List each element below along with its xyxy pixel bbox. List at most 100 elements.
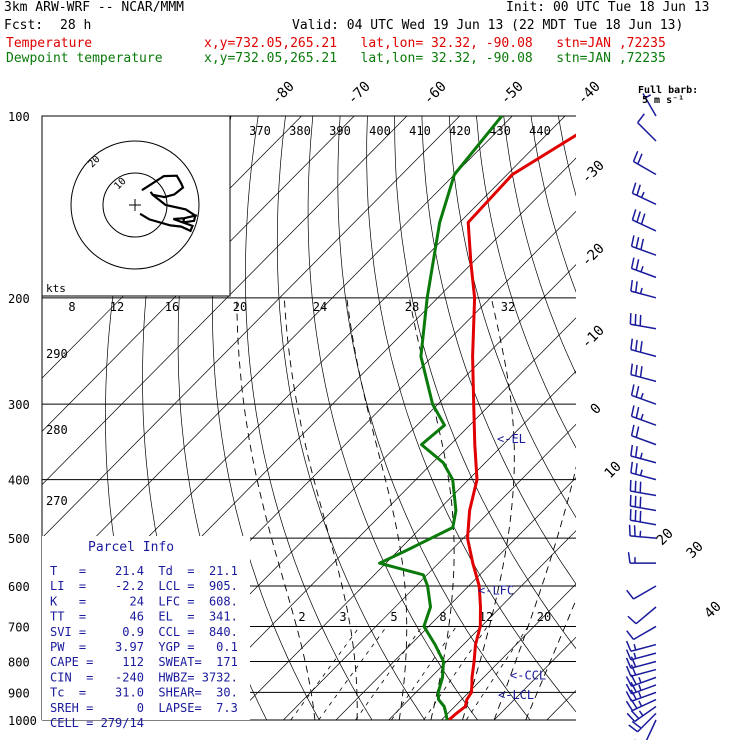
wind-barb bbox=[630, 384, 657, 405]
hodograph-ring bbox=[70, 140, 200, 270]
dry-adiabat-line bbox=[448, 116, 576, 519]
parcel-info-row: CAPE = 112 SWEAT= 171 bbox=[50, 655, 238, 669]
dry-adiabat-line bbox=[276, 116, 426, 720]
isotherm-line bbox=[388, 530, 576, 720]
barb-legend: Full barb: 5 m s⁻¹ bbox=[638, 85, 698, 106]
dry-adiabat-line bbox=[307, 116, 478, 720]
hodograph-trace bbox=[139, 174, 199, 233]
isotherm-line bbox=[283, 423, 576, 720]
theta-label: 280 bbox=[46, 423, 68, 437]
pressure-tick-label: 600 bbox=[8, 580, 30, 594]
dry-adiabat-line bbox=[476, 116, 576, 449]
moist-adiabat-line bbox=[493, 465, 576, 720]
moist-adiabat-line bbox=[525, 598, 576, 720]
barb-legend-value: 5 m s⁻¹ bbox=[642, 95, 684, 106]
mixing-ratio-label: 12 bbox=[479, 610, 493, 624]
wind-barbs bbox=[625, 93, 657, 740]
wind-barb bbox=[629, 494, 657, 512]
parcel-info-row: T = 21.4 Td = 21.1 bbox=[50, 564, 238, 578]
wind-barb bbox=[625, 640, 657, 652]
wind-barb bbox=[631, 182, 657, 205]
wind-barb bbox=[626, 585, 657, 600]
theta-label: 420 bbox=[449, 124, 471, 138]
isotherm-label: 40 bbox=[702, 599, 725, 622]
dry-adiabat-line bbox=[667, 116, 740, 720]
isotherm-line bbox=[42, 116, 460, 539]
level-marker-lcl: <-LCL bbox=[498, 688, 534, 702]
barb-legend-title: Full barb: bbox=[638, 85, 698, 96]
parcel-info-row: Tc = 31.0 SHEAR= 30. bbox=[50, 686, 238, 700]
mixing-ratio-line bbox=[318, 626, 387, 720]
pressure-tick-label: 500 bbox=[8, 532, 30, 546]
mixing-ratio-line bbox=[391, 626, 457, 720]
isotherm-line bbox=[441, 583, 576, 720]
isotherm-label: -40 bbox=[575, 79, 604, 108]
wind-barb bbox=[637, 113, 657, 142]
sounding-series bbox=[378, 116, 576, 720]
isotherm-label: -30 bbox=[579, 158, 608, 187]
isotherm-label: -60 bbox=[421, 79, 450, 108]
isotherm-line bbox=[42, 116, 513, 592]
isotherm-label: 0 bbox=[588, 401, 605, 418]
isotherm-line bbox=[600, 116, 740, 720]
model-title: 3km ARW-WRF -- NCAR/MMM bbox=[4, 0, 185, 15]
dry-adiabat-line bbox=[722, 116, 740, 720]
isotherm-label: -10 bbox=[579, 323, 608, 352]
wind-barb bbox=[625, 689, 657, 702]
dry-adiabat-line bbox=[613, 116, 740, 720]
level-marker-el: <-EL bbox=[497, 432, 526, 446]
wind-barb bbox=[632, 150, 657, 176]
dry-adiabat-line bbox=[212, 116, 320, 720]
pressure-tick-label: 300 bbox=[8, 398, 30, 412]
wind-barb bbox=[625, 681, 657, 695]
isotherm-label: -80 bbox=[269, 79, 298, 108]
pressure-tick-label: 100 bbox=[8, 110, 30, 124]
wind-barb bbox=[630, 444, 657, 464]
level-markers: <-EL <-LFC <-CCL <-LCL bbox=[478, 432, 546, 702]
wind-barb bbox=[630, 257, 657, 279]
wind-barb bbox=[627, 606, 657, 625]
theta-label: 430 bbox=[489, 124, 511, 138]
forecast-label: Fcst: bbox=[4, 18, 44, 33]
isotherm-label: -20 bbox=[579, 241, 608, 270]
wind-barb bbox=[630, 235, 657, 256]
level-marker-ccl: <-CCL bbox=[510, 668, 546, 682]
pressure-tick-label: 1000 bbox=[8, 714, 37, 728]
pressure-tick-label: 200 bbox=[8, 292, 30, 306]
pressure-tick-label: 800 bbox=[8, 655, 30, 669]
mixing-ratio-label: 24 bbox=[313, 300, 327, 314]
dry-adiabat-line bbox=[557, 116, 576, 197]
parcel-info-row: TT = 46 EL = 341. bbox=[50, 610, 238, 624]
theta-label: 380 bbox=[289, 124, 311, 138]
mixing-ratio-label: 5 bbox=[390, 610, 397, 624]
theta-label: 370 bbox=[249, 124, 271, 138]
mixing-ratio-line bbox=[355, 626, 423, 720]
isotherm-label: 30 bbox=[684, 539, 707, 562]
wind-barb bbox=[627, 552, 656, 564]
mixing-ratio-line bbox=[465, 626, 529, 720]
dewpoint-legend-label: Dewpoint temperature bbox=[6, 51, 163, 66]
wind-barb bbox=[630, 405, 657, 426]
wind-barb bbox=[626, 625, 657, 641]
isotherm-line bbox=[42, 116, 355, 432]
dry-adiabat-line bbox=[695, 116, 740, 720]
level-marker-lfc: <-LFC bbox=[478, 583, 514, 597]
dewpoint-legend-info: x,y=732.05,265.21 lat,lon= 32.32, -90.08… bbox=[204, 51, 666, 66]
wind-barb bbox=[625, 656, 657, 669]
wind-barb bbox=[628, 712, 657, 733]
dry-adiabat-line bbox=[245, 116, 373, 720]
mixing-ratio-label: 3 bbox=[339, 610, 346, 624]
mixing-ratio-label: 32 bbox=[501, 300, 515, 314]
temperature-legend-info: x,y=732.05,265.21 lat,lon= 32.32, -90.08… bbox=[204, 36, 666, 51]
dewpoint-line bbox=[378, 116, 503, 720]
wind-barb bbox=[630, 363, 657, 383]
wind-barb bbox=[631, 209, 657, 232]
wind-barb bbox=[642, 93, 657, 117]
pressure-tick-label: 400 bbox=[8, 474, 30, 488]
theta-label: 400 bbox=[369, 124, 391, 138]
wind-barb bbox=[634, 719, 657, 740]
theta-label: 270 bbox=[46, 494, 68, 508]
parcel-info-row: SREH = 0 LAPSE= 7.3 bbox=[50, 701, 238, 715]
init-time: Init: 00 UTC Tue 18 Jun 13 bbox=[506, 0, 710, 15]
